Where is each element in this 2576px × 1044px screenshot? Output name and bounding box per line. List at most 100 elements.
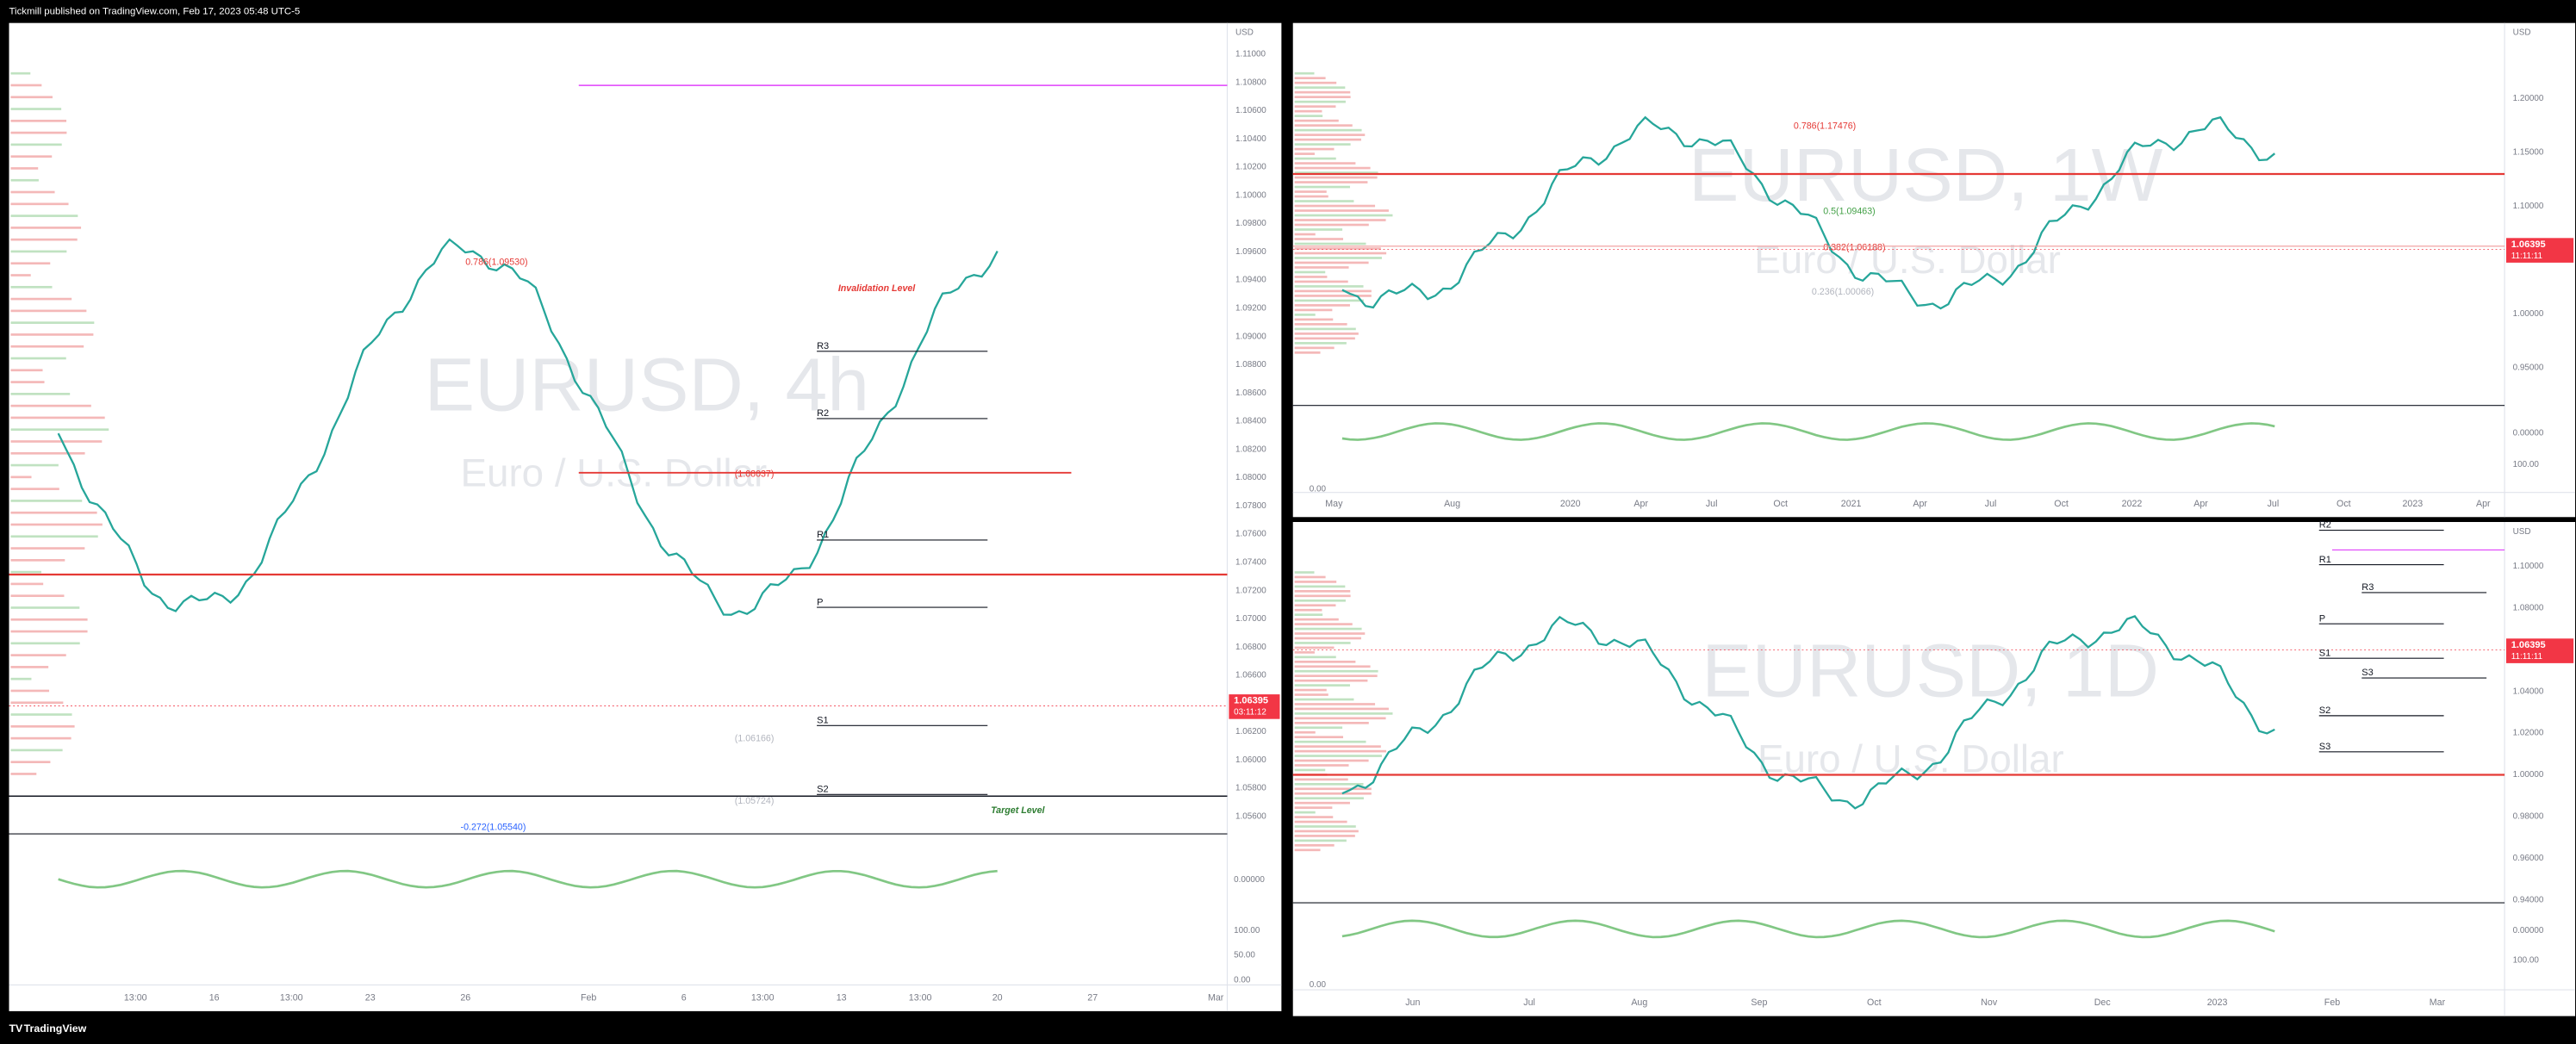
pivot-label: R2	[2319, 520, 2331, 531]
price-axis-label: 1.10600	[1235, 106, 1266, 115]
volume-profile-bar	[10, 227, 82, 229]
time-axis-label: 13:00	[909, 992, 932, 1003]
symbol-watermark: EURUSD, 1D	[1702, 628, 2159, 712]
volume-profile-bar	[10, 96, 53, 99]
volume-profile-bar	[1294, 674, 1378, 678]
volume-profile-bar	[10, 274, 31, 277]
volume-profile-bar	[10, 178, 39, 182]
volume-profile-bar	[1294, 801, 1350, 805]
volume-profile-bar	[1294, 285, 1364, 288]
price-axis-label: 1.08000	[2513, 603, 2544, 612]
volume-profile-bar	[1294, 346, 1335, 350]
volume-profile-bar	[1294, 712, 1393, 715]
volume-profile-bar	[10, 404, 91, 407]
volume-profile-bar	[10, 381, 45, 383]
volume-profile-bar	[1294, 219, 1386, 221]
volume-profile-bar	[1294, 844, 1335, 847]
volume-profile-bar	[1294, 679, 1368, 682]
volume-profile-bar	[1294, 105, 1336, 108]
volume-profile-bar	[10, 369, 43, 372]
time-axis-label: Apr	[1913, 499, 1927, 509]
volume-profile-bar	[1294, 195, 1328, 198]
volume-profile-bar	[1294, 830, 1359, 833]
volume-profile-bar	[10, 167, 39, 170]
price-axis-label: 1.10800	[1235, 78, 1266, 87]
volume-profile-bar	[1294, 314, 1316, 316]
volume-profile-bar	[10, 155, 53, 158]
price-tag-box	[2506, 238, 2574, 263]
volume-profile-bar	[1294, 214, 1393, 217]
price-axis-label: 1.06800	[1235, 643, 1266, 652]
pivot-label: S2	[817, 785, 829, 795]
volume-profile-bar	[1294, 848, 1321, 852]
volume-profile-bar	[1294, 797, 1364, 800]
volume-profile-bar	[1294, 764, 1349, 767]
volume-profile-bar	[1294, 190, 1327, 193]
panel-background	[1292, 22, 2576, 518]
time-axis-label: Mar	[1208, 992, 1224, 1003]
price-axis-label: 1.09000	[1235, 332, 1266, 341]
volume-profile-bar	[1294, 247, 1381, 250]
volume-profile-bar	[10, 143, 62, 146]
price-axis-label: 1.04000	[2513, 687, 2544, 696]
volume-profile-bar	[1294, 594, 1351, 598]
symbol-watermark: EURUSD, 4h	[425, 343, 869, 427]
volume-profile-bar	[1294, 134, 1366, 136]
time-axis-label: Mar	[2430, 997, 2446, 1008]
volume-profile-bar	[1294, 651, 1315, 654]
price-tag: 1.06395	[1234, 696, 1268, 706]
volume-profile-bar	[1294, 660, 1356, 663]
volume-profile-bar	[10, 428, 109, 432]
volume-profile-bar	[10, 511, 97, 514]
pivot-label: S3	[2361, 668, 2374, 678]
annotation: Target Level	[991, 805, 1045, 816]
volume-profile-bar	[10, 309, 87, 313]
price-axis-label: 1.05800	[1235, 784, 1266, 793]
volume-profile-bar	[1294, 736, 1344, 739]
time-axis-label: Jun	[1405, 997, 1420, 1008]
time-axis-label: Sep	[1751, 997, 1767, 1008]
volume-profile-bar	[1294, 176, 1378, 179]
volume-profile-bar	[10, 689, 50, 693]
volume-profile-bar	[1294, 351, 1321, 354]
time-axis-label: 16	[209, 992, 220, 1003]
volume-profile-bar	[1294, 806, 1333, 809]
volume-profile-bar	[1294, 613, 1323, 617]
volume-profile-bar	[10, 488, 59, 490]
time-axis-label: 27	[1087, 992, 1098, 1003]
volume-profile-bar	[10, 713, 72, 716]
volume-profile-bar	[1294, 835, 1355, 837]
volume-profile-bar	[1294, 825, 1356, 828]
volume-profile-bar	[1294, 289, 1372, 293]
volume-profile-bar	[10, 594, 65, 598]
oscillator-axis-label: 0.00	[1234, 975, 1251, 985]
volume-profile-bar	[1294, 276, 1328, 278]
volume-profile-bar	[1294, 109, 1322, 113]
volume-profile-bar	[1294, 270, 1326, 274]
annotation: 0.236(1.00066)	[1812, 287, 1874, 297]
volume-profile-bar	[1294, 571, 1315, 574]
currency-label: USD	[1235, 28, 1254, 38]
price-tag: 1.06395	[2511, 640, 2546, 650]
volume-profile-bar	[1294, 119, 1339, 122]
volume-profile-bar	[1294, 585, 1346, 588]
volume-profile-bar	[10, 666, 49, 668]
volume-profile-bar	[1294, 77, 1326, 80]
oscillator-axis-label: 100.00	[1234, 926, 1260, 935]
volume-profile-bar	[1294, 590, 1351, 593]
volume-profile-bar	[10, 345, 84, 348]
volume-profile-bar	[1294, 295, 1372, 297]
price-axis-label: 1.10400	[1235, 134, 1266, 144]
price-axis-label: 1.09400	[1235, 276, 1266, 285]
volume-profile-bar	[1294, 209, 1389, 212]
time-axis-label: 13:00	[280, 992, 303, 1003]
volume-profile-bar	[1294, 238, 1344, 240]
volume-profile-bar	[1294, 181, 1368, 183]
price-axis-label: 1.10000	[1235, 190, 1266, 200]
volume-profile-bar	[1294, 171, 1378, 174]
price-path	[1341, 115, 2276, 310]
volume-profile-bar	[1294, 81, 1337, 84]
volume-profile-bar	[1294, 228, 1343, 231]
annotation: 0.382(1.06188)	[1823, 243, 1885, 253]
volume-profile-bar	[10, 71, 31, 75]
